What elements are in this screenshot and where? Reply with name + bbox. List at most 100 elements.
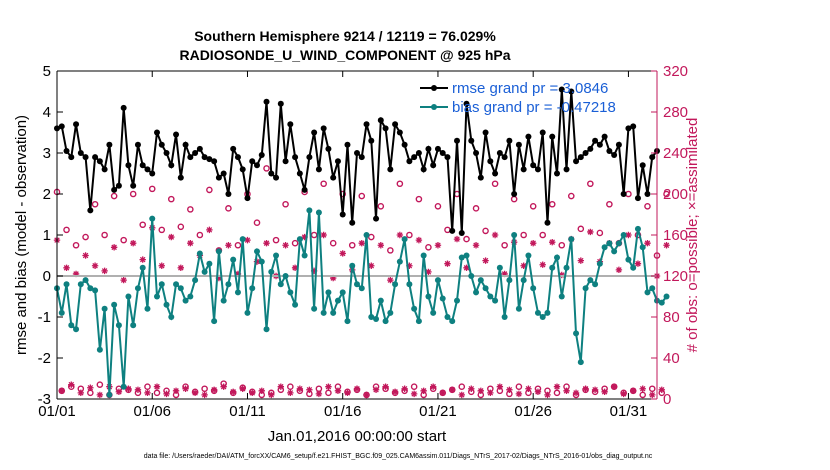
y2-tick-label: 320 bbox=[663, 63, 688, 80]
possible-obs-marker bbox=[206, 186, 213, 194]
assimilated-obs-marker bbox=[558, 271, 565, 279]
possible-obs-marker bbox=[548, 200, 556, 208]
bias-point bbox=[415, 318, 422, 325]
bias-point bbox=[239, 236, 246, 243]
assimilated-obs-marker bbox=[110, 244, 118, 251]
assimilated-obs-marker bbox=[87, 384, 94, 391]
rmse-point bbox=[273, 174, 280, 181]
rmse-point bbox=[473, 150, 480, 156]
x-tick-label: 01/21 bbox=[419, 403, 457, 420]
rmse-point bbox=[539, 129, 546, 136]
bias-point bbox=[96, 346, 103, 353]
assimilated-obs-marker bbox=[620, 390, 627, 398]
bias-point bbox=[249, 285, 256, 292]
assimilated-obs-marker bbox=[315, 390, 323, 398]
possible-obs-marker bbox=[153, 389, 161, 397]
legend-rmse-marker bbox=[431, 85, 437, 91]
possible-obs-marker bbox=[463, 235, 470, 243]
x-tick-label: 01/26 bbox=[514, 403, 552, 420]
bias-point bbox=[625, 256, 632, 263]
bias-point bbox=[282, 273, 289, 279]
assimilated-obs-marker bbox=[401, 385, 408, 392]
bias-point bbox=[258, 258, 265, 265]
possible-obs-marker bbox=[101, 231, 108, 239]
possible-obs-marker bbox=[425, 243, 432, 251]
possible-obs-marker bbox=[225, 205, 232, 212]
rmse-point bbox=[125, 162, 132, 169]
rmse-point bbox=[249, 158, 256, 165]
rmse-point bbox=[154, 129, 160, 136]
bias-point bbox=[268, 268, 275, 275]
bias-point bbox=[520, 277, 527, 284]
x-tick-label: 01/06 bbox=[133, 403, 171, 420]
assimilated-obs-marker bbox=[501, 270, 508, 278]
rmse-point bbox=[430, 162, 437, 169]
assimilated-obs-marker bbox=[163, 390, 170, 398]
possible-obs-marker bbox=[606, 200, 613, 208]
bias-point bbox=[92, 287, 99, 294]
rmse-point bbox=[468, 137, 475, 144]
rmse-point bbox=[311, 129, 318, 136]
assimilated-obs-marker bbox=[363, 391, 370, 399]
rmse-point bbox=[449, 227, 456, 234]
assimilated-obs-marker bbox=[391, 388, 399, 396]
y-axis-label: rmse and bias (model - observation) bbox=[13, 115, 30, 355]
assimilated-obs-marker bbox=[125, 385, 132, 392]
bias-point bbox=[154, 293, 160, 300]
bias-point bbox=[444, 314, 451, 320]
bias-point bbox=[463, 252, 470, 259]
assimilated-obs-marker bbox=[172, 387, 180, 394]
bias-point bbox=[506, 277, 513, 284]
bias-point bbox=[225, 281, 232, 288]
bias-point bbox=[173, 281, 180, 288]
bias-point bbox=[563, 264, 570, 271]
rmse-point bbox=[120, 104, 127, 111]
rmse-point bbox=[492, 170, 499, 177]
bias-point bbox=[606, 240, 613, 247]
bias-point bbox=[215, 248, 222, 255]
rmse-point bbox=[444, 154, 451, 161]
rmse-point bbox=[306, 154, 313, 161]
legend-rmse-label: rmse grand pr = 3.0846 bbox=[452, 80, 608, 97]
y2-axis-label: # of obs: o=possible; ×=assimilated bbox=[684, 118, 701, 353]
bias-point bbox=[234, 289, 241, 296]
bias-point bbox=[473, 289, 480, 296]
rmse-point bbox=[215, 174, 222, 181]
legend-bias-label: bias grand pr = -0.47218 bbox=[452, 99, 616, 116]
assimilated-obs-marker bbox=[491, 231, 499, 239]
rmse-point bbox=[168, 162, 175, 169]
possible-obs-marker bbox=[82, 233, 89, 241]
assimilated-obs-marker bbox=[563, 387, 570, 394]
bias-point bbox=[77, 281, 84, 288]
rmse-point bbox=[373, 215, 380, 222]
legend: rmse grand pr = 3.0846 bias grand pr = -… bbox=[420, 80, 616, 116]
rmse-point bbox=[377, 117, 384, 124]
rmse-point bbox=[139, 162, 146, 169]
rmse-point bbox=[520, 166, 527, 173]
possible-obs-marker bbox=[358, 192, 366, 200]
y2-tick-label: 120 bbox=[663, 268, 688, 285]
assimilated-obs-marker bbox=[463, 264, 470, 271]
possible-obs-marker bbox=[120, 236, 127, 244]
rmse-point bbox=[277, 100, 284, 107]
rmse-point bbox=[334, 158, 341, 165]
assimilated-obs-marker bbox=[658, 386, 665, 393]
bias-point bbox=[325, 289, 332, 296]
assimilated-obs-marker bbox=[287, 389, 294, 397]
bias-point bbox=[420, 252, 427, 259]
assimilated-obs-marker bbox=[649, 391, 656, 399]
assimilated-obs-marker bbox=[206, 226, 213, 234]
assimilated-obs-marker bbox=[396, 231, 404, 239]
rmse-point bbox=[554, 170, 560, 177]
rmse-point bbox=[415, 150, 422, 156]
rmse-point bbox=[420, 166, 427, 173]
assimilated-obs-marker bbox=[282, 242, 289, 249]
assimilated-obs-marker bbox=[277, 383, 285, 390]
rmse-point bbox=[68, 154, 75, 161]
assimilated-obs-marker bbox=[572, 389, 580, 397]
count-markers bbox=[53, 165, 670, 399]
rmse-point bbox=[58, 123, 65, 130]
bias-point bbox=[120, 383, 127, 390]
assimilated-obs-marker bbox=[291, 264, 299, 271]
bias-point bbox=[206, 260, 213, 267]
